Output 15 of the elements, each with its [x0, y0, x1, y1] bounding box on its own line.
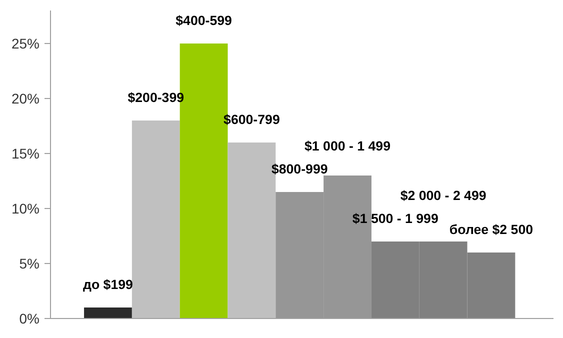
y-tick-label: 10% — [11, 200, 40, 216]
y-tick-label: 0% — [19, 310, 40, 326]
x-tick-label: более $2 500 — [449, 222, 534, 238]
x-tick-label: $1 500 - 1 999 — [352, 211, 438, 226]
x-tick-label: $1 000 - 1 499 — [304, 138, 390, 154]
x-tick-label: $800-999 — [271, 162, 328, 177]
y-tick-label: 25% — [11, 36, 40, 52]
x-tick-label: до $199 — [83, 277, 133, 292]
bar — [84, 308, 132, 318]
x-tick-label: $2 000 - 2 499 — [400, 188, 486, 203]
y-tick-label: 20% — [11, 90, 40, 106]
bar — [132, 120, 180, 318]
y-tick-label: 5% — [19, 256, 40, 272]
x-tick-label: $400-599 — [176, 13, 232, 28]
y-tick-label: 15% — [11, 146, 40, 162]
